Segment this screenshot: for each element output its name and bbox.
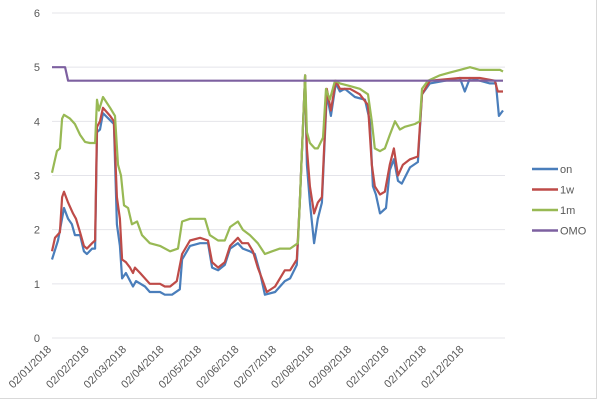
legend-item-1w: 1w — [532, 185, 574, 197]
legend-label: on — [560, 164, 572, 176]
gridlines — [52, 12, 505, 339]
y-tick-label: 2 — [34, 225, 40, 237]
legend-item-1m: 1m — [532, 205, 575, 217]
legend-item-omo: OMO — [532, 226, 587, 238]
y-tick-label: 3 — [34, 171, 40, 183]
series-line-1m — [50, 66, 504, 256]
legend-item-on: on — [532, 164, 572, 176]
series-line-on — [50, 74, 504, 296]
y-tick-label: 5 — [34, 62, 40, 74]
legend-label: OMO — [560, 226, 587, 238]
series-lines — [50, 66, 504, 296]
y-tick-label: 0 — [34, 333, 40, 345]
legend: on 1w 1m OMO — [532, 164, 587, 238]
series-line-omo — [52, 66, 503, 82]
legend-label: 1w — [560, 185, 574, 197]
y-tick-label: 1 — [34, 279, 40, 291]
y-tick-label: 4 — [34, 116, 40, 128]
legend-label: 1m — [560, 205, 575, 217]
y-tick-label: 6 — [34, 8, 40, 20]
y-axis-ticks: 0 1 2 3 4 5 6 — [34, 8, 40, 345]
x-axis-ticks: 02/01/201802/02/201802/03/201802/04/2018… — [7, 344, 467, 391]
series-line-1w — [50, 74, 503, 294]
